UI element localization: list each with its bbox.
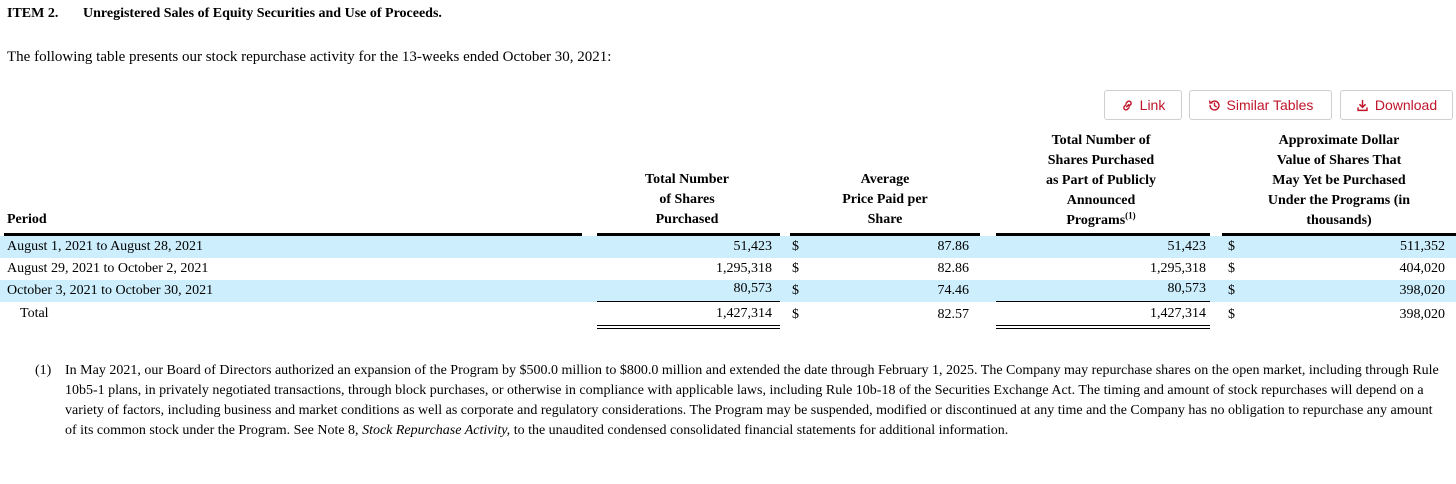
average-price-header: Average Price Paid per Share <box>842 172 928 227</box>
row-shares: 1,295,318 <box>716 261 772 276</box>
download-label: Download <box>1374 97 1438 113</box>
row-price: 74.46 <box>937 283 970 298</box>
link-icon <box>1122 99 1132 111</box>
footnote-note-reference: Stock Repurchase Activity, <box>362 423 511 438</box>
row-period: August 1, 2021 to August 28, 2021 <box>7 239 204 254</box>
similar-tables-label: Similar Tables <box>1226 97 1314 113</box>
header-rule <box>790 233 980 236</box>
row-value: 398,020 <box>1399 283 1446 298</box>
currency-symbol: $ <box>1228 307 1235 322</box>
currency-symbol: $ <box>792 239 799 254</box>
total-double-rule <box>996 325 1210 329</box>
row-highlight <box>0 236 1456 258</box>
currency-symbol: $ <box>792 307 799 322</box>
public-programs-header: Total Number of Shares Purchased as Part… <box>1045 133 1157 228</box>
total-program-shares: 1,427,314 <box>1150 306 1206 321</box>
row-program-shares: 51,423 <box>1167 239 1207 254</box>
total-price: 82.57 <box>937 307 970 322</box>
row-shares: 80,573 <box>733 281 773 296</box>
download-button[interactable]: Download <box>1340 90 1453 120</box>
section-heading: ITEM 2. Unregistered Sales of Equity Secu… <box>7 6 442 22</box>
intro-text: The following table presents our stock r… <box>7 49 612 65</box>
similar-tables-button[interactable]: Similar Tables <box>1189 90 1332 120</box>
row-value: 511,352 <box>1400 239 1445 254</box>
footnote: (1) In May 2021, our Board of Directors … <box>35 361 1445 441</box>
period-header: Period <box>7 212 47 227</box>
download-icon <box>1357 99 1368 111</box>
table-toolbar: Link Similar Tables Download <box>0 90 1456 122</box>
currency-symbol: $ <box>792 261 799 276</box>
header-rule <box>597 233 780 236</box>
row-price: 82.86 <box>937 261 970 276</box>
row-period: October 3, 2021 to October 30, 2021 <box>7 283 214 298</box>
currency-symbol: $ <box>1228 239 1235 254</box>
currency-symbol: $ <box>792 283 799 298</box>
link-button[interactable]: Link <box>1104 90 1182 120</box>
approx-value-header: Approximate Dollar Value of Shares That … <box>1267 133 1411 228</box>
footnote-ref: (1) <box>1125 210 1136 221</box>
row-program-shares: 1,295,318 <box>1150 261 1206 276</box>
footnote-marker: (1) <box>35 363 52 378</box>
total-value: 398,020 <box>1399 307 1446 322</box>
item-number: ITEM 2. <box>7 6 59 21</box>
header-rule <box>1222 233 1456 236</box>
row-price: 87.86 <box>937 239 970 254</box>
shares-purchased-header: Total Number of Shares Purchased <box>645 172 729 227</box>
total-double-rule <box>597 325 780 329</box>
currency-symbol: $ <box>1228 283 1235 298</box>
row-shares: 51,423 <box>733 239 773 254</box>
subtotal-rule <box>996 301 1210 302</box>
row-value: 404,020 <box>1399 261 1446 276</box>
total-shares: 1,427,314 <box>716 306 772 321</box>
section-title: Unregistered Sales of Equity Securities … <box>83 6 442 21</box>
row-program-shares: 80,573 <box>1167 281 1207 296</box>
total-label: Total <box>20 306 49 321</box>
history-icon <box>1208 99 1220 111</box>
subtotal-rule <box>597 301 780 302</box>
row-period: August 29, 2021 to October 2, 2021 <box>7 261 209 276</box>
currency-symbol: $ <box>1228 261 1235 276</box>
header-rule <box>4 233 582 236</box>
footnote-text: In May 2021, our Board of Directors auth… <box>65 363 1439 438</box>
link-button-label: Link <box>1139 97 1166 113</box>
header-rule <box>996 233 1210 236</box>
row-highlight <box>0 280 1456 302</box>
